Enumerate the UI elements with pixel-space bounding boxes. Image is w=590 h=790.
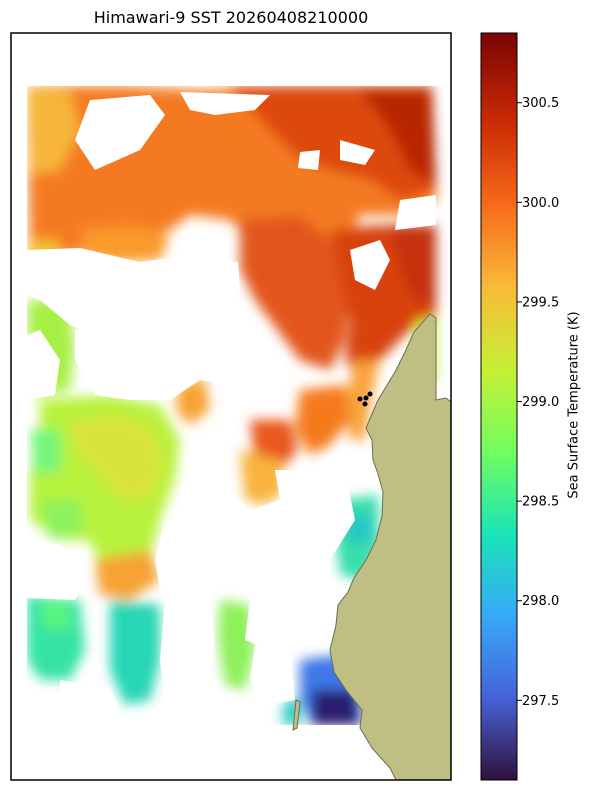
sst-field: [11, 33, 451, 780]
colorbar-label: Sea Surface Temperature (K): [566, 311, 582, 499]
colorbar-tick-label: 298.0: [522, 594, 559, 609]
station-marker: [363, 395, 369, 401]
colorbar-tick-label: 299.0: [522, 395, 559, 410]
station-markers: [357, 391, 373, 407]
colorbar-tick-label: 300.0: [522, 196, 559, 211]
map-title: Himawari-9 SST 20260408210000: [93, 8, 369, 27]
station-marker: [362, 401, 368, 407]
station-marker: [367, 391, 373, 397]
colorbar-tick-label: 300.5: [522, 96, 559, 111]
colorbar-ticks: 297.5 298.0 298.5 299.0 299.5 300.0 300.5: [517, 96, 559, 709]
map-border: [10, 32, 452, 781]
colorbar-tick-label: 297.5: [522, 694, 559, 709]
colorbar-tick-label: 298.5: [522, 495, 559, 510]
colorbar: [480, 32, 518, 781]
station-marker: [357, 396, 363, 402]
colorbar-tick-label: 299.5: [522, 295, 559, 310]
island: [292, 699, 301, 731]
